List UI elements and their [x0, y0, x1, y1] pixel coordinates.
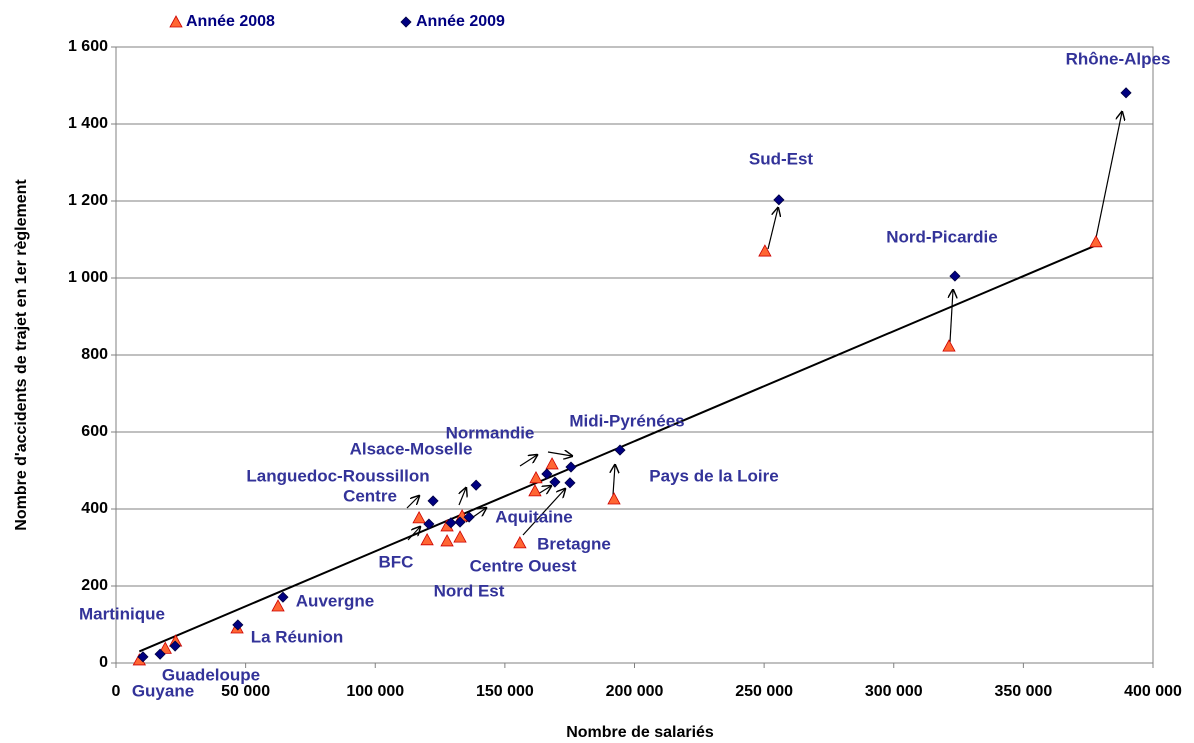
- annotation: Centre: [343, 486, 397, 505]
- annotation: Midi-Pyrénées: [569, 411, 684, 430]
- annotation: Pays de la Loire: [649, 466, 778, 485]
- annotation: Centre Ouest: [470, 556, 577, 575]
- point: [169, 640, 181, 652]
- point: [232, 619, 244, 631]
- y-tick-label: 200: [81, 577, 108, 594]
- point: [423, 518, 435, 530]
- x-tick-label: 250 000: [735, 683, 793, 700]
- point: [607, 492, 621, 505]
- y-tick-label: 0: [99, 654, 108, 671]
- annotation: Aquitaine: [495, 507, 572, 526]
- y-tick-label: 1 600: [68, 38, 108, 55]
- annotation: Martinique: [79, 604, 165, 623]
- annotation: Bretagne: [537, 534, 611, 553]
- point: [528, 484, 542, 497]
- point: [137, 651, 149, 663]
- x-tick-label: 50 000: [221, 683, 270, 700]
- annotation: Nord-Picardie: [886, 227, 997, 246]
- point: [463, 511, 475, 523]
- arrow: [459, 488, 466, 506]
- point: [454, 516, 466, 528]
- annotation: BFC: [379, 552, 414, 571]
- point: [614, 444, 626, 456]
- annotation: Normandie: [446, 423, 535, 442]
- x-tick-label: 350 000: [994, 683, 1052, 700]
- point: [773, 194, 785, 206]
- y-axis-label: Nombre d'accidents de trajet en 1er règl…: [13, 179, 30, 531]
- annotation: Rhône-Alpes: [1066, 49, 1171, 68]
- point: [513, 536, 527, 549]
- point: [154, 648, 166, 660]
- point: [158, 641, 172, 654]
- annotation: Alsace-Moselle: [350, 439, 473, 458]
- x-tick-label: 200 000: [606, 683, 664, 700]
- arrow: [1095, 112, 1122, 239]
- point: [1089, 234, 1103, 248]
- annotation: Sud-Est: [749, 149, 814, 168]
- annotation: Languedoc-Roussillon: [246, 466, 429, 485]
- point: [271, 599, 285, 612]
- y-tick-label: 1 400: [68, 115, 108, 132]
- arrow: [519, 455, 537, 467]
- point: [470, 479, 482, 491]
- legend-marker: [169, 15, 183, 28]
- point: [565, 461, 577, 473]
- legend-label: Année 2008: [186, 13, 275, 30]
- annotation: Nord Est: [434, 581, 505, 600]
- x-tick-label: 100 000: [346, 683, 404, 700]
- point: [541, 468, 553, 480]
- point: [529, 470, 543, 484]
- arrow: [407, 527, 420, 541]
- point: [440, 534, 454, 547]
- point: [412, 511, 426, 524]
- legend-label: Année 2009: [416, 13, 505, 30]
- x-tick-label: 300 000: [865, 683, 923, 700]
- x-axis-label: Nombre de salariés: [566, 724, 714, 741]
- arrow: [522, 489, 565, 536]
- arrow: [547, 452, 572, 456]
- point: [1120, 87, 1132, 99]
- annotation: Guadeloupe: [162, 665, 260, 684]
- point: [277, 591, 289, 603]
- y-tick-label: 800: [81, 346, 108, 363]
- x-tick-label: 400 000: [1124, 683, 1182, 700]
- point: [942, 339, 956, 352]
- arrow: [613, 465, 615, 496]
- x-tick-label: 0: [112, 683, 121, 700]
- legend-marker: [400, 16, 412, 28]
- point: [758, 244, 772, 257]
- point: [420, 532, 434, 546]
- point: [549, 476, 561, 488]
- arrow: [537, 486, 551, 495]
- y-tick-label: 1 200: [68, 192, 108, 209]
- point: [949, 270, 961, 282]
- y-tick-label: 1 000: [68, 269, 108, 286]
- point: [427, 495, 439, 507]
- y-tick-label: 600: [81, 423, 108, 440]
- annotation: Auvergne: [296, 591, 374, 610]
- point: [445, 517, 457, 529]
- y-tick-label: 400: [81, 500, 108, 517]
- arrow: [406, 496, 419, 509]
- arrow: [950, 290, 953, 343]
- point: [564, 477, 576, 489]
- arrow: [767, 208, 778, 250]
- point: [545, 457, 559, 470]
- x-tick-label: 150 000: [476, 683, 534, 700]
- annotation: Guyane: [132, 681, 194, 700]
- annotation: La Réunion: [251, 627, 344, 646]
- point: [453, 530, 467, 543]
